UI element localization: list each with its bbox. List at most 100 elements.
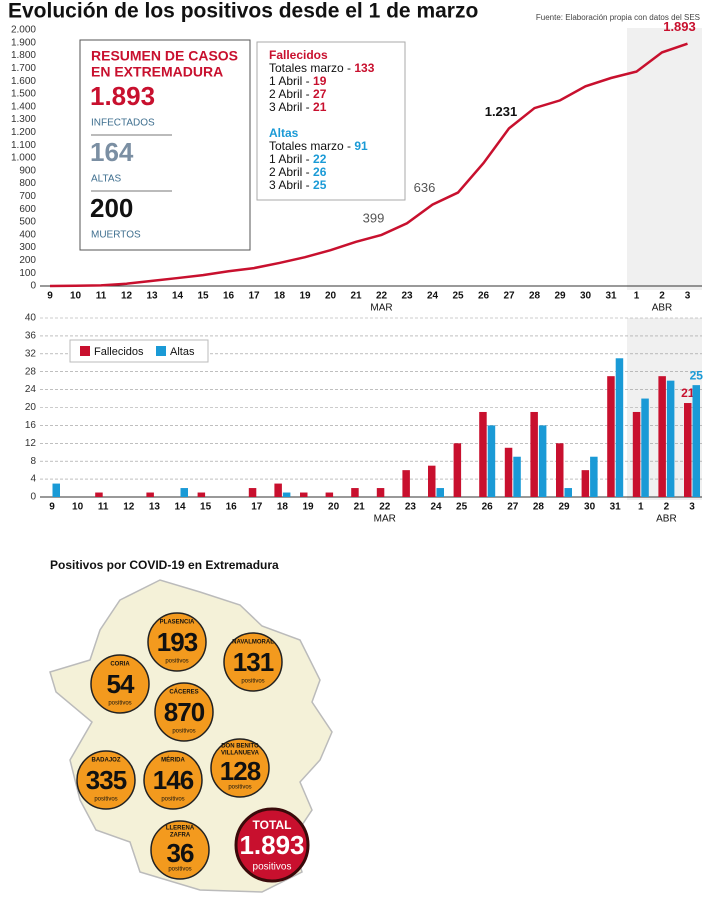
- details-line: 2 Abril - 27: [269, 87, 327, 101]
- bar: [479, 411, 487, 497]
- area-circle: [150, 820, 210, 880]
- area-value: 128: [220, 756, 261, 786]
- x-tick-label: 9: [49, 502, 55, 513]
- x-tick-label: 16: [226, 502, 238, 513]
- x-tick-label: 31: [605, 291, 617, 302]
- y-tick-label: 16: [25, 420, 37, 431]
- x-tick-label: 17: [251, 502, 263, 513]
- bar: [146, 492, 154, 497]
- x-tick-label: 14: [172, 291, 184, 302]
- y-tick-label: 800: [19, 178, 36, 189]
- area-value: 54: [107, 669, 135, 699]
- bar: [641, 398, 649, 497]
- details-value: 91: [354, 139, 368, 153]
- x-group-label: ABR: [652, 303, 673, 314]
- x-tick-label: 26: [482, 502, 494, 513]
- area-unit: positivos: [168, 867, 191, 873]
- bar: [658, 376, 666, 497]
- y-tick-label: 1.400: [11, 101, 36, 112]
- value-label: 1.893: [663, 19, 696, 34]
- x-tick-label: 24: [430, 502, 442, 513]
- x-tick-label: 22: [379, 502, 391, 513]
- value-label: 21: [681, 386, 695, 400]
- area-value: 335: [86, 765, 127, 795]
- x-tick-label: 30: [580, 291, 592, 302]
- bar: [428, 465, 436, 497]
- y-tick-label: 1.900: [11, 37, 36, 48]
- bar: [180, 488, 188, 497]
- april-shade: [627, 28, 702, 290]
- x-tick-label: 29: [554, 291, 566, 302]
- y-tick-label: 8: [30, 456, 36, 467]
- area-circle: [147, 612, 207, 672]
- summary-title: RESUMEN DE CASOS: [91, 48, 238, 64]
- x-tick-label: 10: [70, 291, 82, 302]
- bar: [692, 385, 700, 497]
- x-tick-label: 13: [149, 502, 161, 513]
- bar: [581, 470, 590, 497]
- details-line: Totales marzo - 133: [269, 61, 375, 75]
- bar: [52, 483, 60, 497]
- details-line: 1 Abril - 22: [269, 152, 327, 166]
- bar: [538, 425, 547, 497]
- x-tick-label: 9: [47, 291, 53, 302]
- area-value: 870: [164, 697, 205, 727]
- details-label: 3 Abril -: [269, 178, 313, 192]
- bar: [197, 492, 206, 497]
- x-tick-label: 18: [277, 502, 289, 513]
- x-tick-label: 3: [685, 291, 691, 302]
- x-tick-label: 31: [610, 502, 622, 513]
- value-label: 1.231: [485, 104, 518, 119]
- x-tick-label: 29: [558, 502, 570, 513]
- area-value: 146: [153, 765, 194, 795]
- details-value: 21: [313, 100, 327, 114]
- x-tick-label: 10: [72, 502, 84, 513]
- x-tick-label: 20: [328, 502, 340, 513]
- y-tick-label: 32: [25, 348, 37, 359]
- details-label: 2 Abril -: [269, 87, 313, 101]
- x-tick-label: 30: [584, 502, 596, 513]
- x-tick-label: 13: [146, 291, 158, 302]
- x-tick-label: 27: [503, 291, 515, 302]
- x-tick-label: 27: [507, 502, 519, 513]
- legend-label: Altas: [170, 346, 195, 358]
- x-tick-label: 19: [299, 291, 311, 302]
- y-tick-label: 40: [25, 313, 37, 324]
- details-heading: Altas: [269, 126, 299, 140]
- details-label: Totales marzo -: [269, 139, 354, 153]
- legend-label: Fallecidos: [94, 346, 144, 358]
- bar: [564, 488, 572, 497]
- legend-swatch: [80, 346, 90, 356]
- area-circle: [210, 738, 270, 798]
- legend-swatch: [156, 346, 166, 356]
- y-tick-label: 1.300: [11, 114, 36, 125]
- bar: [504, 447, 513, 497]
- summary-label: INFECTADOS: [91, 118, 155, 129]
- details-line: 3 Abril - 25: [269, 178, 327, 192]
- area-unit: positivos: [165, 659, 188, 665]
- details-label: 1 Abril -: [269, 152, 313, 166]
- y-tick-label: 4: [30, 474, 36, 485]
- total-value: 1.893: [239, 830, 304, 860]
- x-tick-label: 28: [533, 502, 545, 513]
- x-tick-label: 17: [248, 291, 260, 302]
- bar: [632, 411, 641, 497]
- area-name: NAVALMORAL: [232, 640, 274, 646]
- area-name: BADAJOZ: [91, 758, 120, 764]
- area-name: DON BENITO: [221, 744, 259, 750]
- area-circle: [76, 750, 136, 810]
- value-label: 636: [414, 180, 436, 195]
- x-group-label: MAR: [370, 303, 392, 314]
- area-unit: positivos: [228, 785, 251, 791]
- area-name: CORIA: [110, 662, 130, 668]
- x-tick-label: 1: [634, 291, 640, 302]
- details-line: Totales marzo - 91: [269, 139, 368, 153]
- details-value: 25: [313, 178, 327, 192]
- area-unit: positivos: [241, 679, 264, 685]
- bar: [402, 470, 410, 497]
- area-name: CÁCERES: [169, 689, 198, 696]
- x-tick-label: 12: [123, 502, 135, 513]
- x-tick-label: 11: [98, 502, 109, 513]
- y-tick-label: 1.800: [11, 50, 36, 61]
- area-circle: [90, 654, 150, 714]
